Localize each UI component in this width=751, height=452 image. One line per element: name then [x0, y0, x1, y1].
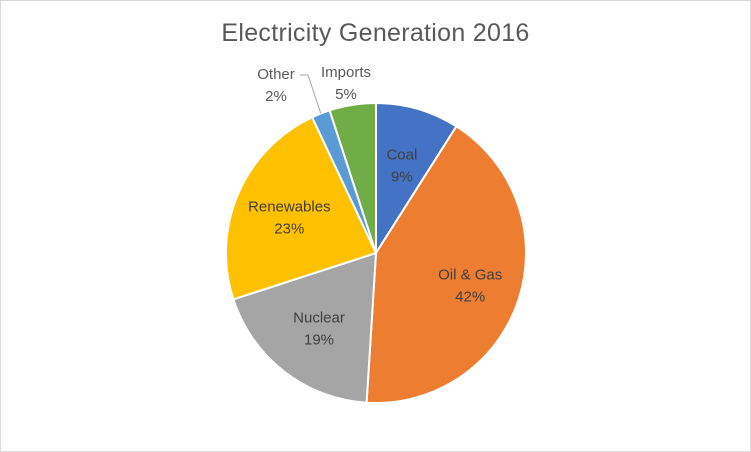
- data-label-value-nuclear: 19%: [304, 332, 334, 349]
- data-label-value-coal: 9%: [391, 169, 413, 186]
- leader-line-other: [300, 74, 322, 114]
- pie-slices: [225, 101, 527, 404]
- data-label-category-other: Other: [257, 66, 295, 83]
- data-label-category-oil-gas: Oil & Gas: [438, 267, 502, 284]
- pie-slice-renewables: [225, 115, 378, 301]
- data-label-category-renewables: Renewables: [248, 199, 331, 216]
- data-label-value-oil-gas: 42%: [455, 289, 485, 306]
- data-label-value-renewables: 23%: [274, 221, 304, 238]
- data-labels: Coal 9% Oil & Gas 42% Nuclear 19% Renewables 23…: [248, 64, 502, 349]
- pie-slice-imports: [328, 101, 377, 254]
- data-label-category-imports: Imports: [321, 64, 371, 81]
- pie-slice-nuclear: [232, 251, 378, 404]
- data-label-category-nuclear: Nuclear: [293, 310, 345, 327]
- pie-slice-oil-gas: [365, 124, 527, 404]
- data-label-value-other: 2%: [265, 88, 287, 105]
- data-label-value-imports: 5%: [335, 86, 357, 103]
- chart-title: Electricity Generation 2016: [221, 19, 530, 47]
- pie-slice-coal: [375, 101, 458, 257]
- data-label-category-coal: Coal: [386, 147, 417, 164]
- leader-lines: [300, 74, 322, 114]
